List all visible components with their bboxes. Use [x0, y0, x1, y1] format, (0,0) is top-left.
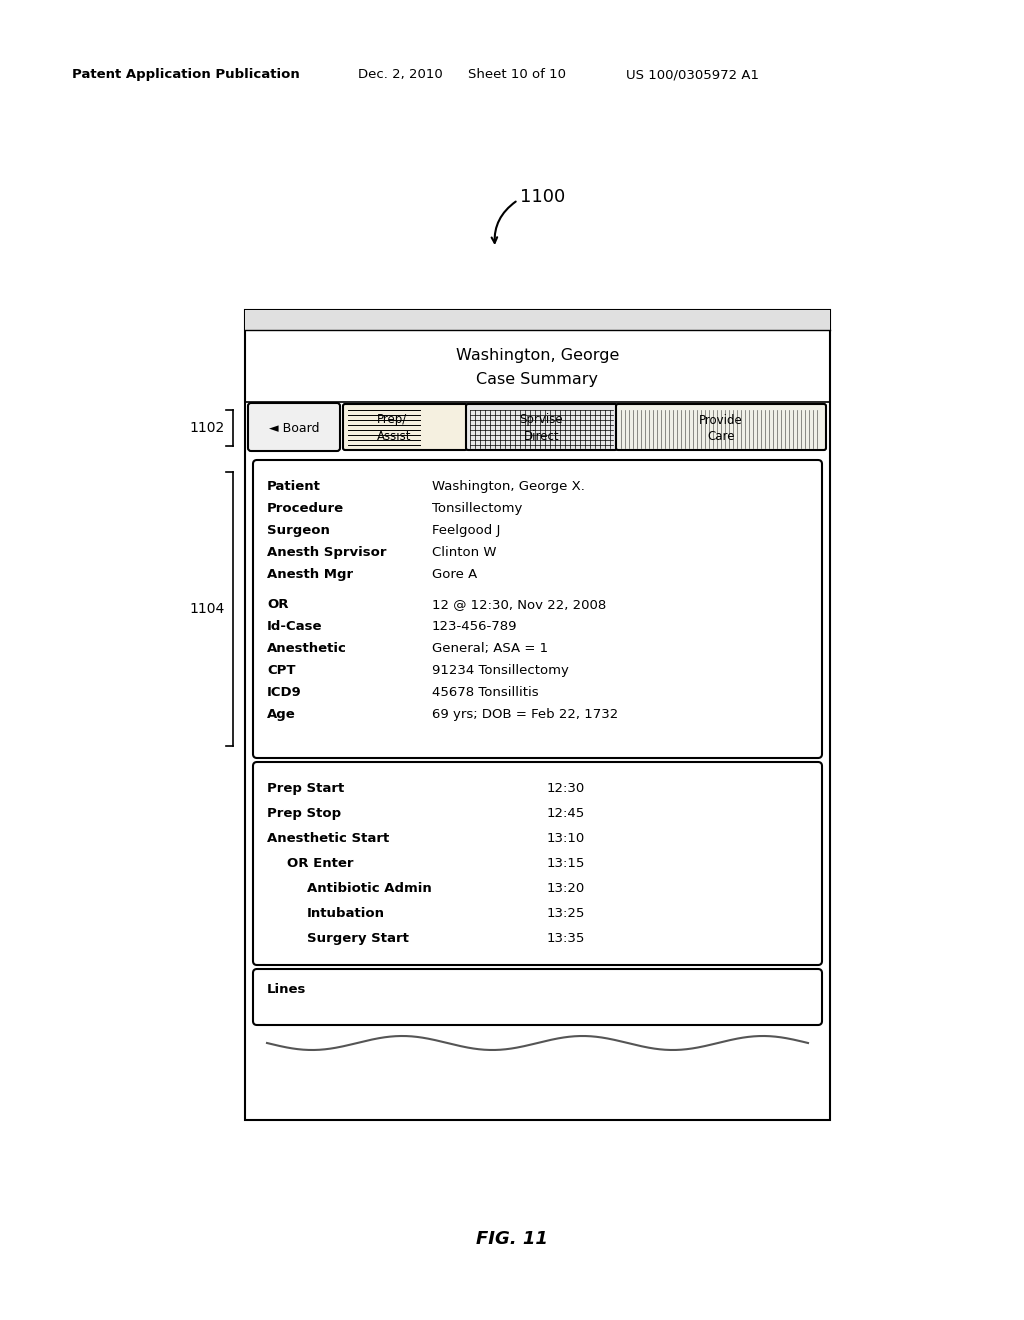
Text: Procedure: Procedure	[267, 502, 344, 515]
Text: Intubation: Intubation	[307, 907, 385, 920]
Text: Id-Case: Id-Case	[267, 620, 323, 634]
Text: OR: OR	[267, 598, 289, 611]
Text: 123-456-789: 123-456-789	[432, 620, 517, 634]
Text: Patient: Patient	[267, 480, 321, 492]
Text: Care: Care	[708, 429, 735, 442]
Text: US 100/0305972 A1: US 100/0305972 A1	[626, 69, 759, 81]
Text: 13:20: 13:20	[547, 882, 586, 895]
Text: Washington, George X.: Washington, George X.	[432, 480, 585, 492]
Text: Patent Application Publication: Patent Application Publication	[72, 69, 300, 81]
Text: ◄ Board: ◄ Board	[268, 421, 319, 434]
Text: Dec. 2, 2010: Dec. 2, 2010	[358, 69, 442, 81]
FancyBboxPatch shape	[343, 404, 467, 450]
Text: Direct: Direct	[523, 429, 559, 442]
FancyBboxPatch shape	[253, 459, 822, 758]
Text: 13:15: 13:15	[547, 857, 586, 870]
Text: Prep/: Prep/	[377, 413, 408, 426]
Text: 13:10: 13:10	[547, 832, 586, 845]
FancyBboxPatch shape	[466, 404, 617, 450]
FancyBboxPatch shape	[248, 403, 340, 451]
Text: Anesth Mgr: Anesth Mgr	[267, 568, 353, 581]
Text: General; ASA = 1: General; ASA = 1	[432, 642, 548, 655]
Text: 12:45: 12:45	[547, 807, 586, 820]
Text: Sheet 10 of 10: Sheet 10 of 10	[468, 69, 566, 81]
Text: Clinton W: Clinton W	[432, 546, 497, 558]
Text: Tonsillectomy: Tonsillectomy	[432, 502, 522, 515]
Text: Prep Stop: Prep Stop	[267, 807, 341, 820]
Text: Age: Age	[267, 708, 296, 721]
Text: Surgeon: Surgeon	[267, 524, 330, 537]
Text: 12:30: 12:30	[547, 781, 586, 795]
Text: Assist: Assist	[377, 429, 412, 442]
Text: Surgery Start: Surgery Start	[307, 932, 409, 945]
Text: 45678 Tonsillitis: 45678 Tonsillitis	[432, 686, 539, 700]
Text: 1100: 1100	[520, 187, 565, 206]
FancyBboxPatch shape	[245, 310, 830, 1119]
Text: 1102: 1102	[189, 421, 225, 436]
Text: Anesth Sprvisor: Anesth Sprvisor	[267, 546, 386, 558]
Text: CPT: CPT	[267, 664, 296, 677]
Text: Antibiotic Admin: Antibiotic Admin	[307, 882, 432, 895]
Text: OR Enter: OR Enter	[287, 857, 353, 870]
Text: Gore A: Gore A	[432, 568, 477, 581]
Text: 1104: 1104	[189, 602, 225, 616]
Text: 12 @ 12:30, Nov 22, 2008: 12 @ 12:30, Nov 22, 2008	[432, 598, 606, 611]
Text: Provide: Provide	[699, 413, 742, 426]
Text: Sprvise: Sprvise	[520, 413, 563, 426]
FancyBboxPatch shape	[253, 762, 822, 965]
Bar	[245, 310, 830, 330]
FancyBboxPatch shape	[253, 969, 822, 1026]
Text: Washington, George: Washington, George	[456, 348, 620, 363]
Text: Anesthetic Start: Anesthetic Start	[267, 832, 389, 845]
Text: 69 yrs; DOB = Feb 22, 1732: 69 yrs; DOB = Feb 22, 1732	[432, 708, 618, 721]
Text: 13:25: 13:25	[547, 907, 586, 920]
Text: ICD9: ICD9	[267, 686, 302, 700]
Text: Feelgood J: Feelgood J	[432, 524, 501, 537]
Text: FIG. 11: FIG. 11	[476, 1230, 548, 1247]
FancyBboxPatch shape	[616, 404, 826, 450]
Text: Prep Start: Prep Start	[267, 781, 344, 795]
Text: 91234 Tonsillectomy: 91234 Tonsillectomy	[432, 664, 569, 677]
Text: Anesthetic: Anesthetic	[267, 642, 347, 655]
Text: 13:35: 13:35	[547, 932, 586, 945]
Text: Lines: Lines	[267, 983, 306, 997]
Text: Case Summary: Case Summary	[476, 372, 598, 387]
